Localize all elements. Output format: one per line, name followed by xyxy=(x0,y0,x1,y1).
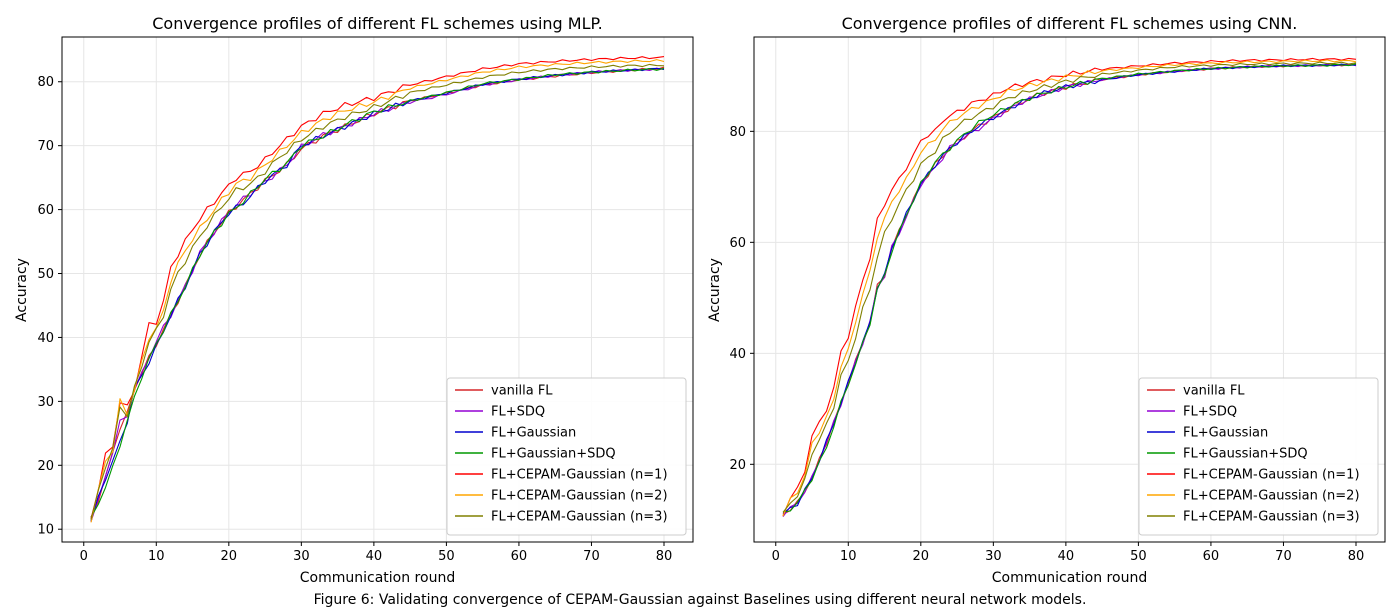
y-tick-label: 50 xyxy=(37,267,54,282)
legend-label: FL+CEPAM-Gaussian (n=1) xyxy=(491,468,668,483)
y-tick-label: 40 xyxy=(37,331,54,346)
x-tick-label: 50 xyxy=(1130,549,1147,564)
series-line xyxy=(782,61,1357,513)
panel-cnn: Convergence profiles of different FL sch… xyxy=(707,14,1386,586)
x-tick-label: 60 xyxy=(1203,549,1220,564)
ticks-layer: 0 10 20 30 40 50 60 70 80 20 40 60 80 xyxy=(729,125,1364,564)
y-tick-label: 20 xyxy=(729,458,746,473)
legend-label: FL+CEPAM-Gaussian (n=3) xyxy=(1183,510,1360,525)
series-line xyxy=(90,56,665,519)
legend-label: FL+SDQ xyxy=(491,405,545,420)
legend-label: FL+Gaussian xyxy=(1183,426,1268,441)
plot-frame xyxy=(61,36,694,543)
x-tick-label: 40 xyxy=(366,549,383,564)
series-line xyxy=(782,63,1357,513)
x-tick-label: 10 xyxy=(840,549,857,564)
series-line xyxy=(782,57,1357,516)
legend-label: FL+CEPAM-Gaussian (n=2) xyxy=(1183,489,1360,504)
y-axis-label: Accuracy xyxy=(14,258,30,322)
y-tick-label: 60 xyxy=(729,236,746,251)
chart-title: Convergence profiles of different FL sch… xyxy=(842,14,1298,33)
legend-label: FL+Gaussian xyxy=(491,426,576,441)
y-axis-label: Accuracy xyxy=(707,258,723,322)
series-line xyxy=(90,67,665,518)
x-tick-label: 80 xyxy=(656,549,673,564)
series-layer xyxy=(782,57,1357,518)
x-tick-label: 30 xyxy=(293,549,310,564)
x-tick-label: 10 xyxy=(148,549,165,564)
legend-label: FL+CEPAM-Gaussian (n=2) xyxy=(491,489,668,504)
series-line xyxy=(90,63,665,520)
x-tick-label: 50 xyxy=(438,549,455,564)
legend-box xyxy=(1138,377,1379,536)
legend-label: FL+CEPAM-Gaussian (n=3) xyxy=(491,510,668,525)
x-tick-label: 30 xyxy=(985,549,1002,564)
y-tick-label: 80 xyxy=(729,125,746,140)
y-tick-label: 30 xyxy=(37,395,54,410)
x-tick-label: 60 xyxy=(511,549,528,564)
y-tick-label: 40 xyxy=(729,347,746,362)
legend-box xyxy=(446,377,687,536)
legend-label: FL+Gaussian+SDQ xyxy=(1183,447,1308,462)
x-tick-label: 80 xyxy=(1348,549,1365,564)
plot-frame xyxy=(753,36,1386,543)
x-tick-label: 20 xyxy=(221,549,238,564)
legend-label: FL+Gaussian+SDQ xyxy=(491,447,616,462)
x-axis-label: Communication round xyxy=(992,570,1147,586)
x-tick-label: 0 xyxy=(80,549,88,564)
legend: vanilla FL FL+SDQ FL+Gaussian FL+Gaussian+S… xyxy=(446,377,687,536)
y-tick-label: 70 xyxy=(37,139,54,154)
series-line xyxy=(782,59,1357,517)
y-tick-label: 80 xyxy=(37,75,54,90)
legend-label: vanilla FL xyxy=(1183,384,1245,399)
legend-label: vanilla FL xyxy=(491,384,553,399)
y-tick-label: 20 xyxy=(37,459,54,474)
y-tick-label: 10 xyxy=(37,523,54,538)
x-tick-label: 70 xyxy=(1275,549,1292,564)
panel-mlp: Convergence profiles of different FL sch… xyxy=(14,14,694,586)
x-tick-label: 40 xyxy=(1058,549,1075,564)
series-line xyxy=(90,59,665,523)
x-tick-label: 0 xyxy=(772,549,780,564)
x-tick-label: 70 xyxy=(583,549,600,564)
series-layer xyxy=(90,56,665,523)
grid-layer xyxy=(62,37,693,542)
y-tick-label: 60 xyxy=(37,203,54,218)
legend-label: FL+SDQ xyxy=(1183,405,1237,420)
grid-layer xyxy=(754,37,1385,542)
x-axis-label: Communication round xyxy=(300,570,455,586)
x-tick-label: 20 xyxy=(913,549,930,564)
legend-label: FL+CEPAM-Gaussian (n=1) xyxy=(1183,468,1360,483)
ticks-layer: 0 10 20 30 40 50 60 70 80 10 20 30 40 50 60 70 80 xyxy=(37,75,672,564)
chart-title: Convergence profiles of different FL sch… xyxy=(152,14,603,33)
figure-caption: Figure 6: Validating convergence of CEPA… xyxy=(313,592,1087,608)
legend: vanilla FL FL+SDQ FL+Gaussian FL+Gaussian+S… xyxy=(1138,377,1379,536)
